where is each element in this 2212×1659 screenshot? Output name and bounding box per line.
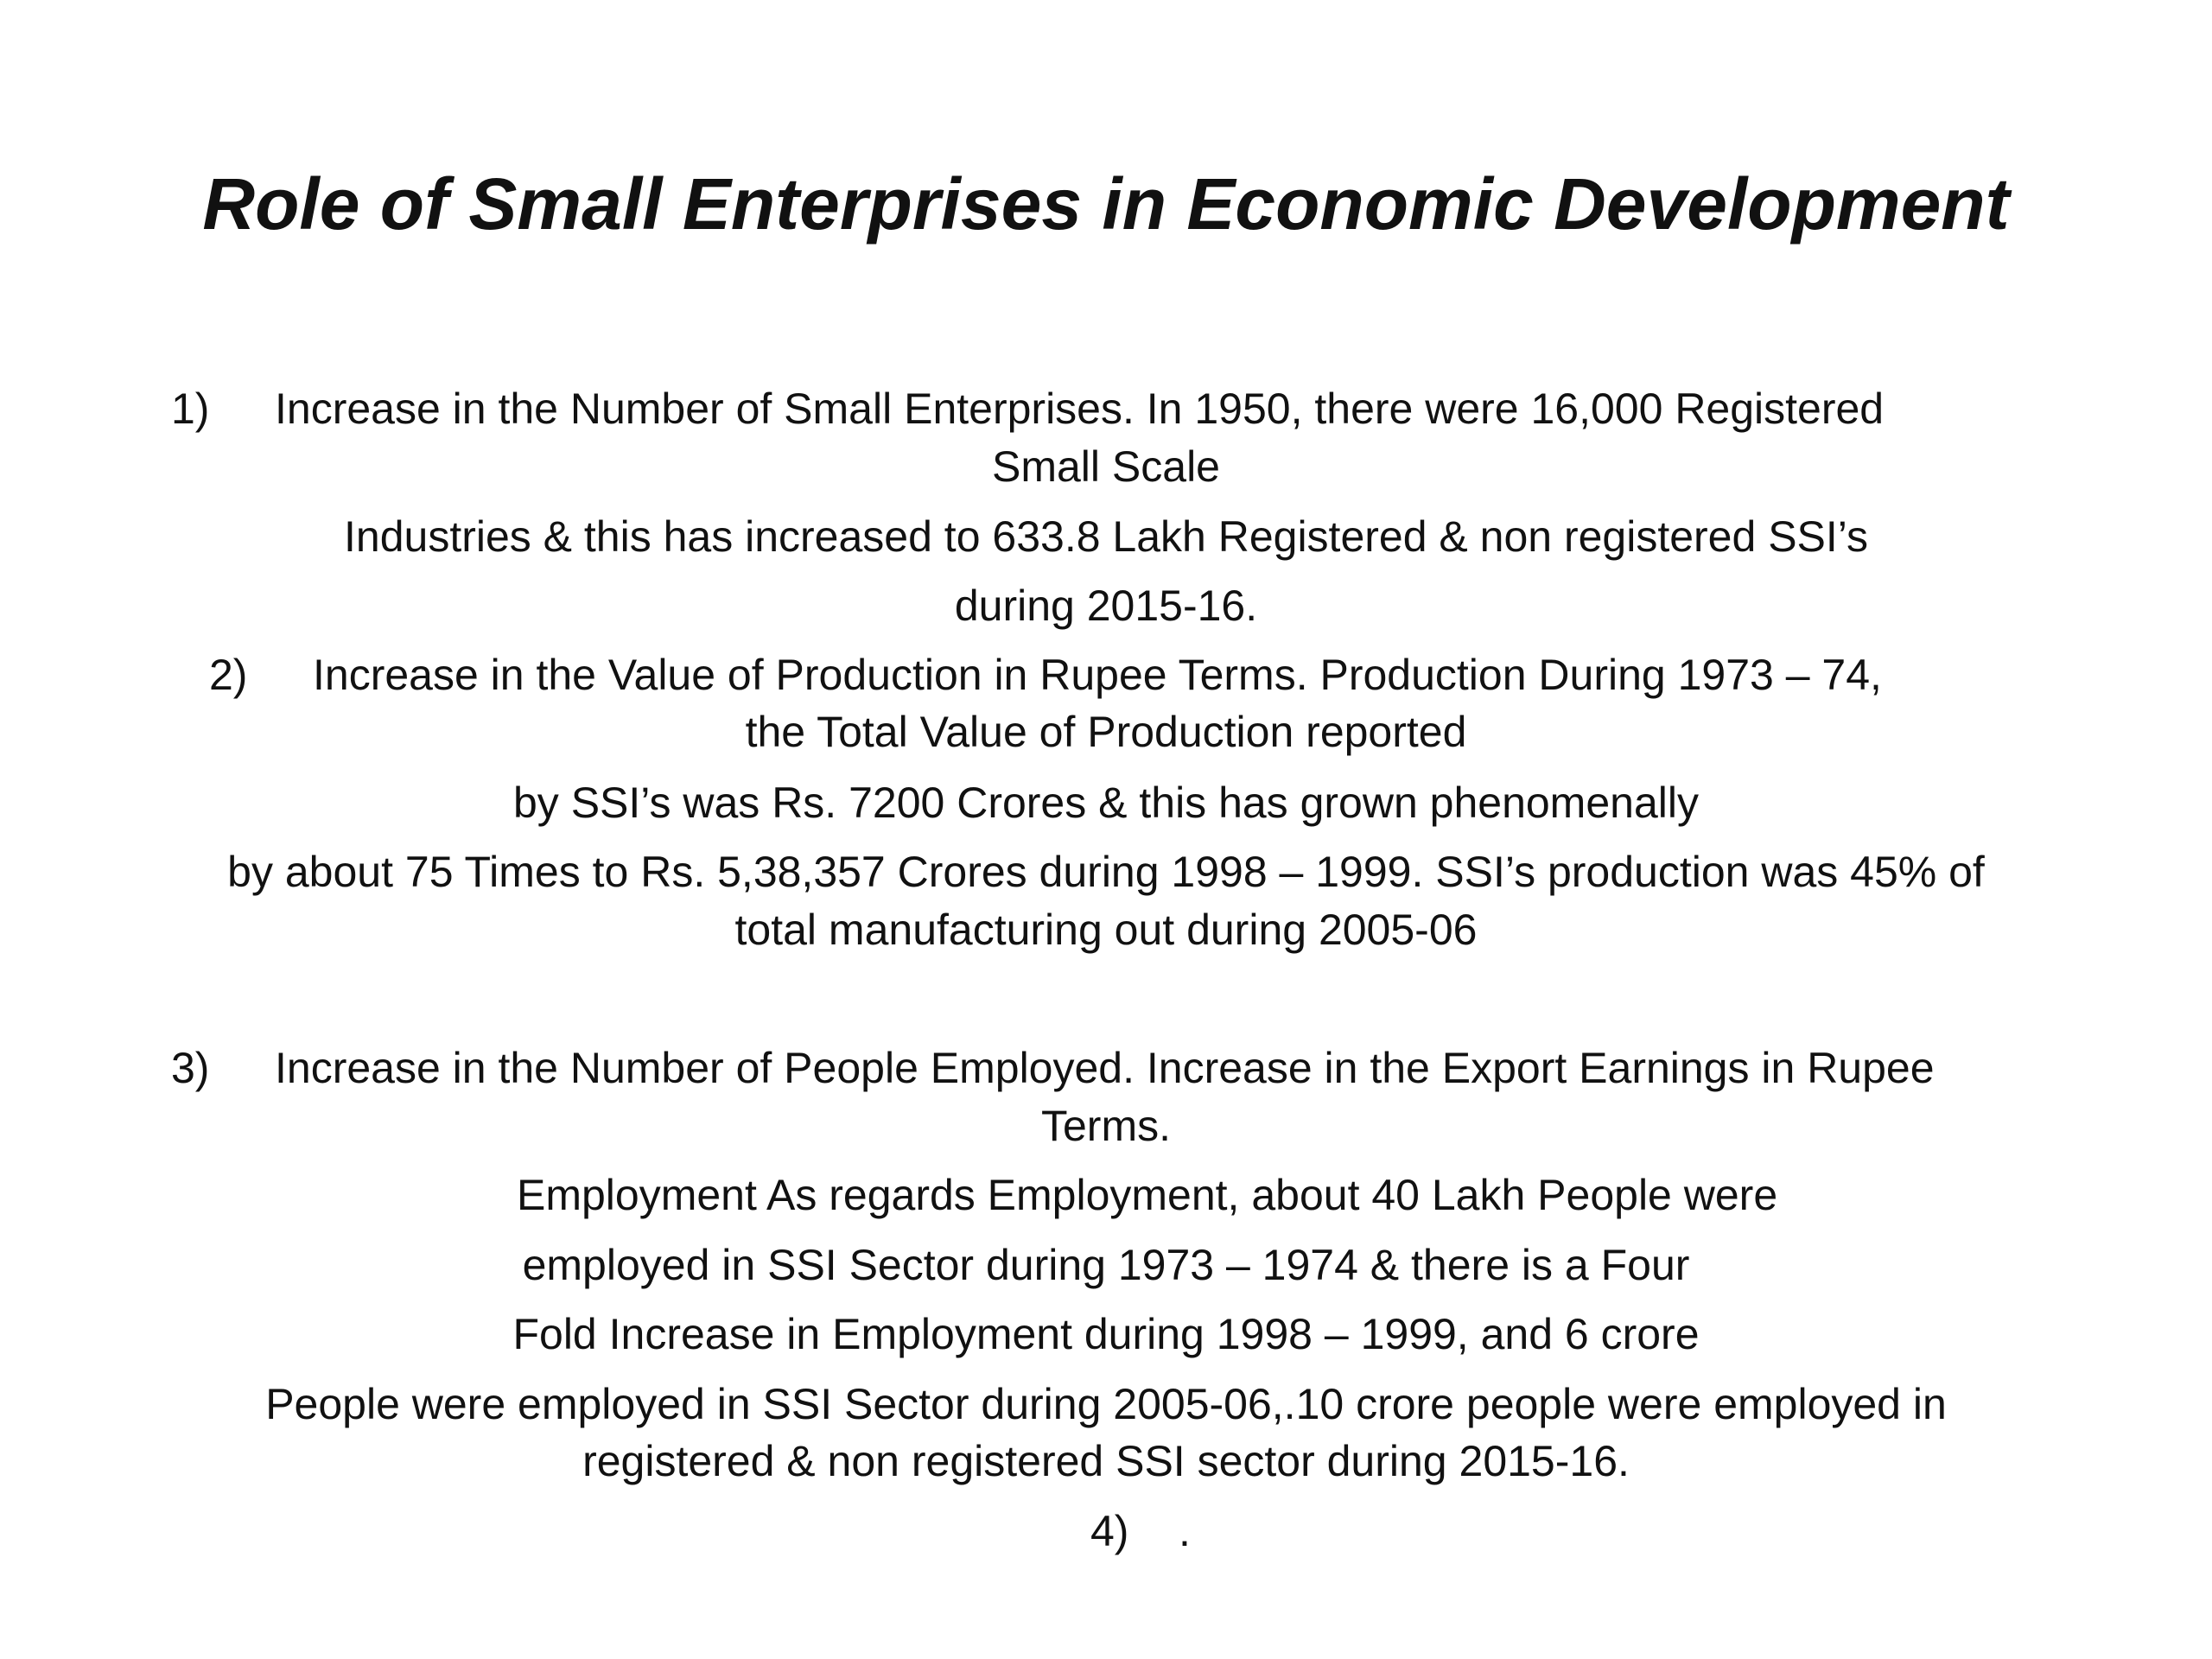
item-3-line-5: People were employed in SSI Sector durin…	[265, 1380, 1947, 1428]
item-3-line-6: registered & non registered SSI sector d…	[582, 1437, 1630, 1485]
item-2-line-3: by about 75 Times to Rs. 5,38,357 Crores…	[227, 848, 1985, 896]
item-2-line-1: the Total Value of Production reported	[745, 708, 1467, 756]
item-2-heading: Increase in the Value of Production in R…	[313, 651, 1882, 699]
item-2-line-2: by SSI’s was Rs. 7200 Crores & this has …	[513, 779, 1699, 827]
item-3-line-1: Terms.	[1041, 1102, 1171, 1150]
item-3-line-4: Fold Increase in Employment during 1998 …	[512, 1310, 1700, 1358]
item-1-line-3: during 2015-16.	[954, 582, 1258, 630]
item-4-number: 4)	[1090, 1507, 1129, 1555]
item-3-number: 3)	[171, 1044, 210, 1092]
slide-title: Role of Small Enterprises in Economic De…	[202, 163, 2010, 245]
item-2-line-4: total manufacturing out during 2005-06	[734, 906, 1478, 954]
item-3-heading: Increase in the Number of People Employe…	[275, 1044, 1935, 1092]
item-1-line-2: Industries & this has increased to 633.8…	[344, 512, 1868, 561]
item-1-number: 1)	[171, 385, 210, 433]
item-4-text: .	[1179, 1507, 1191, 1555]
item-1-line-1: Small Scale	[992, 442, 1220, 491]
item-3-line-3: employed in SSI Sector during 1973 – 197…	[522, 1241, 1690, 1289]
item-3-line-2: Employment As regards Employment, about …	[517, 1171, 1778, 1219]
item-1-heading: Increase in the Number of Small Enterpri…	[275, 385, 1885, 433]
item-2-number: 2)	[209, 651, 248, 699]
